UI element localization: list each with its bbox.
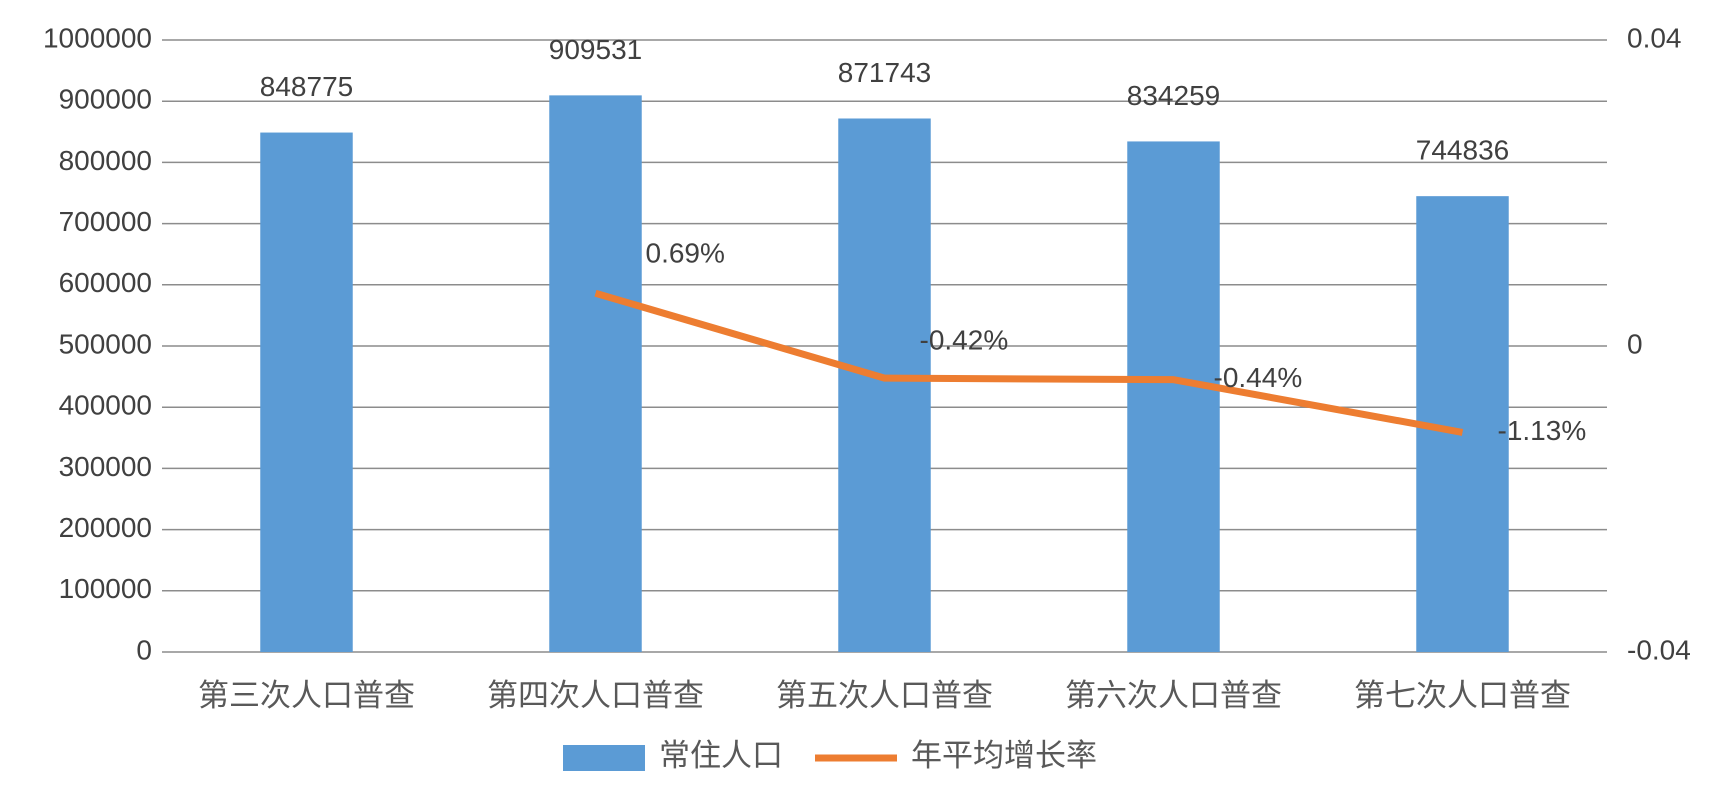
data-label: 744836 <box>1416 135 1509 166</box>
y2-tick-label: 0 <box>1627 328 1643 359</box>
line-label: -0.42% <box>920 325 1009 356</box>
y-tick-label: 900000 <box>59 84 152 115</box>
line-label: 0.69% <box>646 238 725 269</box>
bar <box>549 95 642 653</box>
y-tick-label: 100000 <box>59 573 152 604</box>
y2-tick-label: -0.04 <box>1627 634 1691 665</box>
bar <box>1127 141 1220 653</box>
y-tick-label: 200000 <box>59 512 152 543</box>
line <box>594 289 1464 436</box>
line-label: -1.13% <box>1498 415 1587 446</box>
y-tick-label: 700000 <box>59 206 152 237</box>
data-label: 848775 <box>260 71 353 102</box>
legend-swatch <box>563 745 645 771</box>
x-tick-label: 第三次人口普查 <box>198 678 415 713</box>
legend-label: 年平均增长率 <box>911 738 1097 773</box>
bar <box>260 132 353 653</box>
y-tick-label: 500000 <box>59 328 152 359</box>
data-label: 871743 <box>838 57 931 88</box>
bar <box>838 118 931 652</box>
data-label: 909531 <box>549 34 642 65</box>
y-tick-label: 400000 <box>59 390 152 421</box>
y-tick-label: 300000 <box>59 451 152 482</box>
x-tick-label: 第四次人口普查 <box>487 678 704 713</box>
x-tick-label: 第五次人口普查 <box>776 678 993 713</box>
x-tick-label: 第六次人口普查 <box>1065 678 1282 713</box>
line-label: -0.44% <box>1214 362 1303 393</box>
y-tick-label: 600000 <box>59 267 152 298</box>
y2-tick-label: 0.04 <box>1627 22 1682 53</box>
x-tick-label: 第七次人口普查 <box>1354 678 1571 713</box>
legend-label: 常住人口 <box>659 738 783 773</box>
y-tick-label: 1000000 <box>43 22 152 53</box>
y-tick-label: 0 <box>136 634 152 665</box>
y-tick-label: 800000 <box>59 145 152 176</box>
data-label: 834259 <box>1127 80 1220 111</box>
